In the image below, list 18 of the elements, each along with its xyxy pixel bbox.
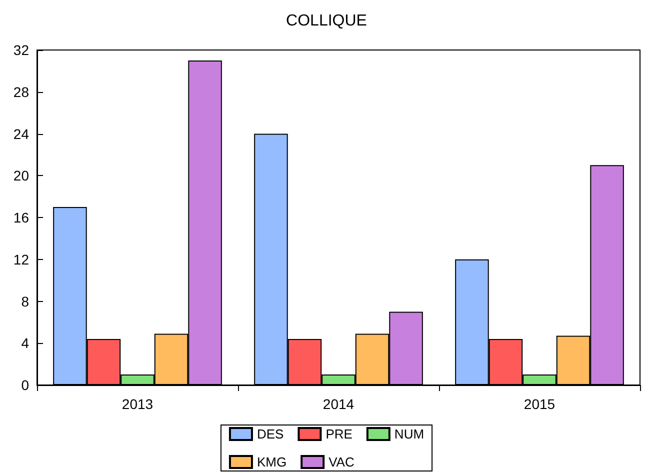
chart-title: COLLIQUE [286, 12, 367, 30]
legend-label: DES [256, 426, 284, 442]
y-tick-label: 4 [21, 335, 30, 352]
x-tick-label: 2013 [122, 396, 154, 412]
y-tick-label: 12 [13, 251, 30, 268]
y-tick-label: 20 [13, 168, 30, 184]
x-tick-label: 2015 [524, 396, 556, 412]
x-tick-label: 2014 [322, 396, 354, 412]
y-tick-label: 28 [13, 84, 30, 100]
legend-label: PRE [326, 426, 353, 442]
y-tick-label: 8 [21, 293, 30, 310]
legend-label: KMG [256, 454, 287, 470]
y-tick-label: 32 [13, 42, 30, 58]
y-tick-label: 24 [13, 126, 30, 142]
y-tick-label: 0 [21, 377, 30, 393]
legend-label: NUM [394, 426, 424, 442]
y-tick-label: 16 [13, 210, 30, 226]
legend-label: VAC [328, 454, 354, 470]
